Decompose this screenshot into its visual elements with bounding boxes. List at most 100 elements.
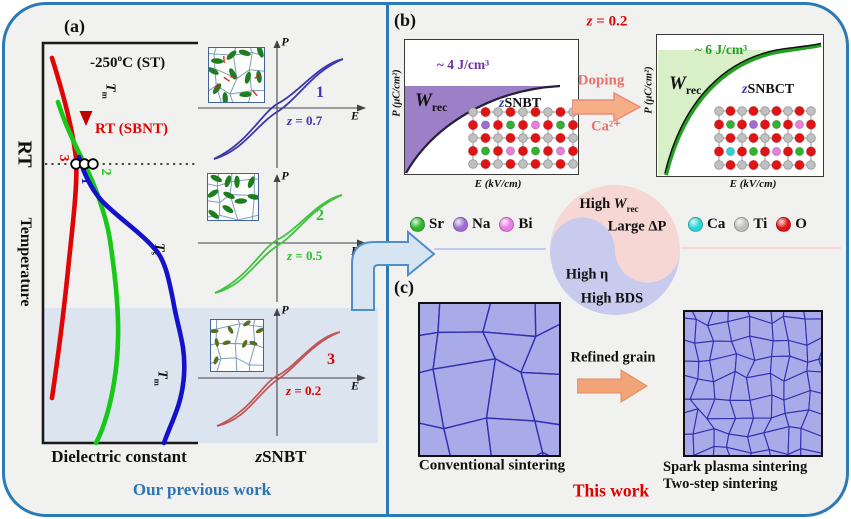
legend-a-site: Sr Na Bi: [410, 216, 533, 233]
grain-cell: [252, 320, 263, 328]
atom-ti-icon: [543, 159, 553, 169]
balance-large-dp: Large ΔP: [607, 218, 667, 235]
atom-ti-icon: [806, 106, 816, 116]
atom-o-icon: [467, 145, 479, 157]
atom-o-icon: [567, 119, 579, 131]
loop-3-number: 3: [327, 351, 335, 368]
material-label-snbt: zSNBT: [499, 96, 542, 111]
refined-grain-label: Refined grain: [570, 349, 656, 366]
energy-density-snbt: ~ 4 J/cm³: [436, 57, 490, 72]
loop-1-z: z = 0.7: [287, 113, 323, 128]
y-axis-label: Temperature: [17, 217, 34, 307]
polar-domain-icon: [209, 67, 219, 75]
polar-domain-icon: [234, 198, 247, 204]
atom-o-icon: [794, 159, 805, 171]
atom-ti-icon: [518, 133, 528, 143]
atom-ti-icon: [734, 217, 750, 232]
curve-green: [55, 99, 121, 446]
atom-o-icon: [805, 119, 817, 130]
polar-domain-icon: [208, 189, 219, 198]
atom-ti-icon: [468, 107, 478, 117]
atom-sr-icon: [410, 217, 425, 232]
grain-cell: [768, 449, 789, 455]
grain-cell: [420, 422, 451, 455]
atom-o-icon: [805, 146, 817, 157]
atom-o-icon: [794, 105, 805, 117]
conventional-caption: Conventional sintering: [418, 457, 566, 474]
polar-domain-icon: [234, 175, 240, 188]
grain-cell: [804, 318, 821, 346]
atom-bi-icon: [505, 146, 516, 156]
tm-arrowhead: [79, 111, 93, 126]
atom-o-icon: [736, 146, 748, 157]
grain-cell: [217, 214, 239, 220]
polar-domain-icon: [211, 329, 219, 334]
atom-o-icon: [542, 145, 554, 157]
atom-bi-icon: [499, 217, 515, 232]
grain-cell: [520, 323, 559, 375]
legend-item-o: O: [776, 216, 807, 233]
polar-domain-icon: [256, 70, 262, 83]
grain-cell: [800, 409, 821, 437]
doping-arrow: [572, 92, 642, 122]
polar-domain-icon: [213, 356, 219, 365]
grain-cell: [808, 389, 821, 415]
legend-item-bi: Bi: [499, 216, 533, 233]
atom-o-icon: [748, 105, 759, 117]
previous-work-caption: Our previous work: [132, 480, 272, 499]
loop-1-p-label: P: [281, 34, 289, 49]
polar-domain-icon: [227, 326, 234, 334]
legend-label: Na: [472, 216, 491, 232]
grain-cell: [252, 195, 258, 218]
balance-high-wrec: High Wrec: [579, 196, 639, 214]
atom-o-icon: [567, 145, 579, 157]
wrec-area-snbt: [405, 84, 561, 174]
polar-domain-icon: [223, 191, 235, 199]
atom-o-icon: [555, 158, 566, 170]
atom-o-icon: [736, 119, 748, 130]
polar-domain-icon: [214, 338, 219, 347]
legend-item-ti: Ti: [734, 216, 767, 233]
atom-ti-icon: [468, 133, 478, 143]
atom-o-icon: [725, 159, 736, 171]
microstructure-inset-z02: [210, 319, 264, 372]
grain-cell: [806, 358, 821, 373]
grain-cell: [803, 312, 821, 320]
material-label-a: zSNBT: [255, 447, 307, 466]
energy-density-snbct: ~ 6 J/cm³: [694, 42, 748, 57]
atom-o-icon: [467, 119, 479, 131]
atom-ti-icon: [518, 107, 528, 117]
grain-cell: [216, 357, 238, 371]
atom-ti-icon: [760, 133, 770, 143]
atom-ti-icon: [543, 133, 553, 143]
atom-ca-icon: [725, 146, 736, 157]
atom-bi-icon: [530, 120, 541, 130]
polar-domain-icon: [222, 205, 234, 214]
polar-domain-icon: [244, 71, 251, 84]
grain-cell: [800, 448, 821, 455]
atom-na-icon: [748, 119, 759, 130]
atom-sr-icon: [555, 120, 566, 130]
polar-domain-icon: [243, 320, 251, 327]
atom-sr-icon: [725, 119, 736, 130]
wrec-label-snbt: Wrec: [415, 90, 448, 114]
legend-item-ca: Ca: [688, 216, 725, 233]
atom-ti-icon: [760, 160, 770, 170]
dielectric-plot: [41, 40, 378, 446]
grain-cell: [520, 371, 559, 426]
curve-red: [49, 55, 79, 401]
atom-o-icon: [480, 106, 491, 118]
pe-loop-3: [198, 308, 366, 436]
grain-cell: [771, 339, 791, 358]
perovskite-lattice-snbct: [713, 105, 817, 171]
grain-cell: [818, 358, 821, 368]
atom-ti-icon: [806, 160, 816, 170]
grain-cell: [443, 417, 492, 455]
polar-domain-icon: [211, 58, 224, 64]
loop-3-p-label: P: [281, 302, 289, 317]
grain-cell: [693, 445, 715, 455]
atom-ti-icon: [568, 133, 578, 143]
grain-cell: [237, 216, 254, 220]
loop-1-e-label: E: [350, 108, 360, 123]
polar-domain-icon: [247, 176, 255, 188]
